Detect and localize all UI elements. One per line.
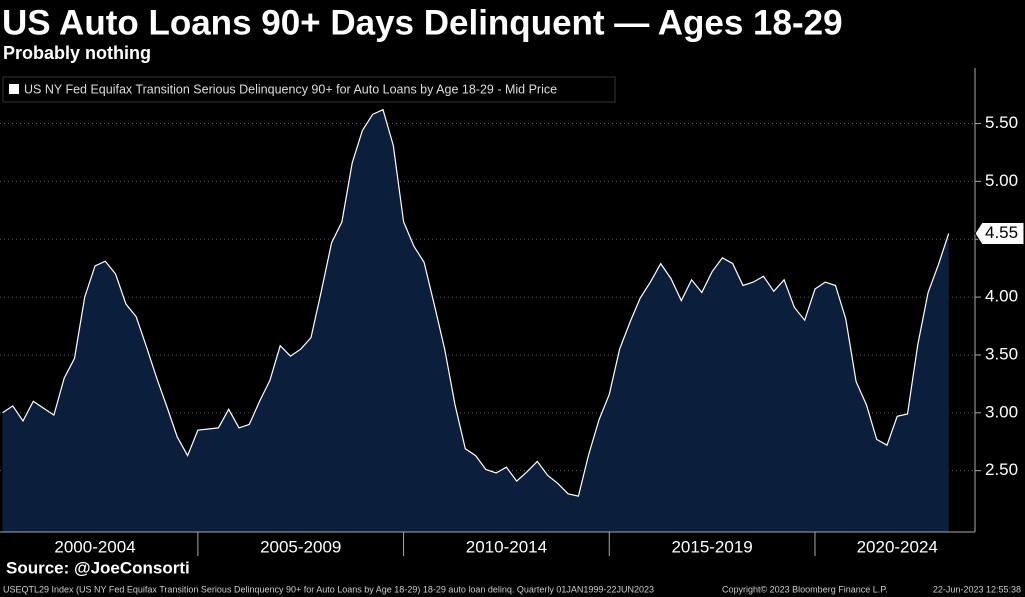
chart-subtitle: Probably nothing	[3, 43, 151, 63]
y-tick-label: 5.50	[985, 113, 1018, 132]
line	[2, 108, 950, 497]
x-tick-label: 2020-2024	[857, 537, 938, 556]
source: Source: @JoeConsorti	[6, 558, 190, 577]
last-value-label: 4.55	[985, 223, 1018, 242]
last-value-box	[974, 221, 1025, 245]
x-tick-label: 2015-2019	[671, 537, 752, 556]
plot: 2.503.003.504.004.505.005.502000-2004200…	[0, 68, 1025, 556]
area	[2, 109, 949, 532]
legend-box	[2, 76, 616, 103]
x-tick-label: 2005-2009	[260, 537, 341, 556]
y-tick-label: 3.00	[985, 402, 1018, 421]
legend-label: US NY Fed Equifax Transition Serious Del…	[24, 82, 557, 96]
x-tick-label: 2000-2004	[54, 537, 135, 556]
footer-copyright: Copyright© 2023 Bloomberg Finance L.P.	[722, 584, 888, 594]
chart-title: US Auto Loans 90+ Days Delinquent — Ages…	[2, 3, 843, 42]
y-tick-label: 2.50	[985, 460, 1018, 479]
y-tick-label: 4.00	[985, 287, 1018, 306]
y-tick-label: 3.50	[985, 344, 1018, 363]
x-tick-label: 2010-2014	[466, 537, 547, 556]
legend-swatch	[9, 84, 19, 94]
footer-timestamp: 22-Jun-2023 12:55:38	[933, 584, 1021, 594]
y-tick-label: 5.00	[985, 171, 1018, 190]
footer-description: USEQTL29 Index (US NY Fed Equifax Transi…	[3, 584, 654, 594]
